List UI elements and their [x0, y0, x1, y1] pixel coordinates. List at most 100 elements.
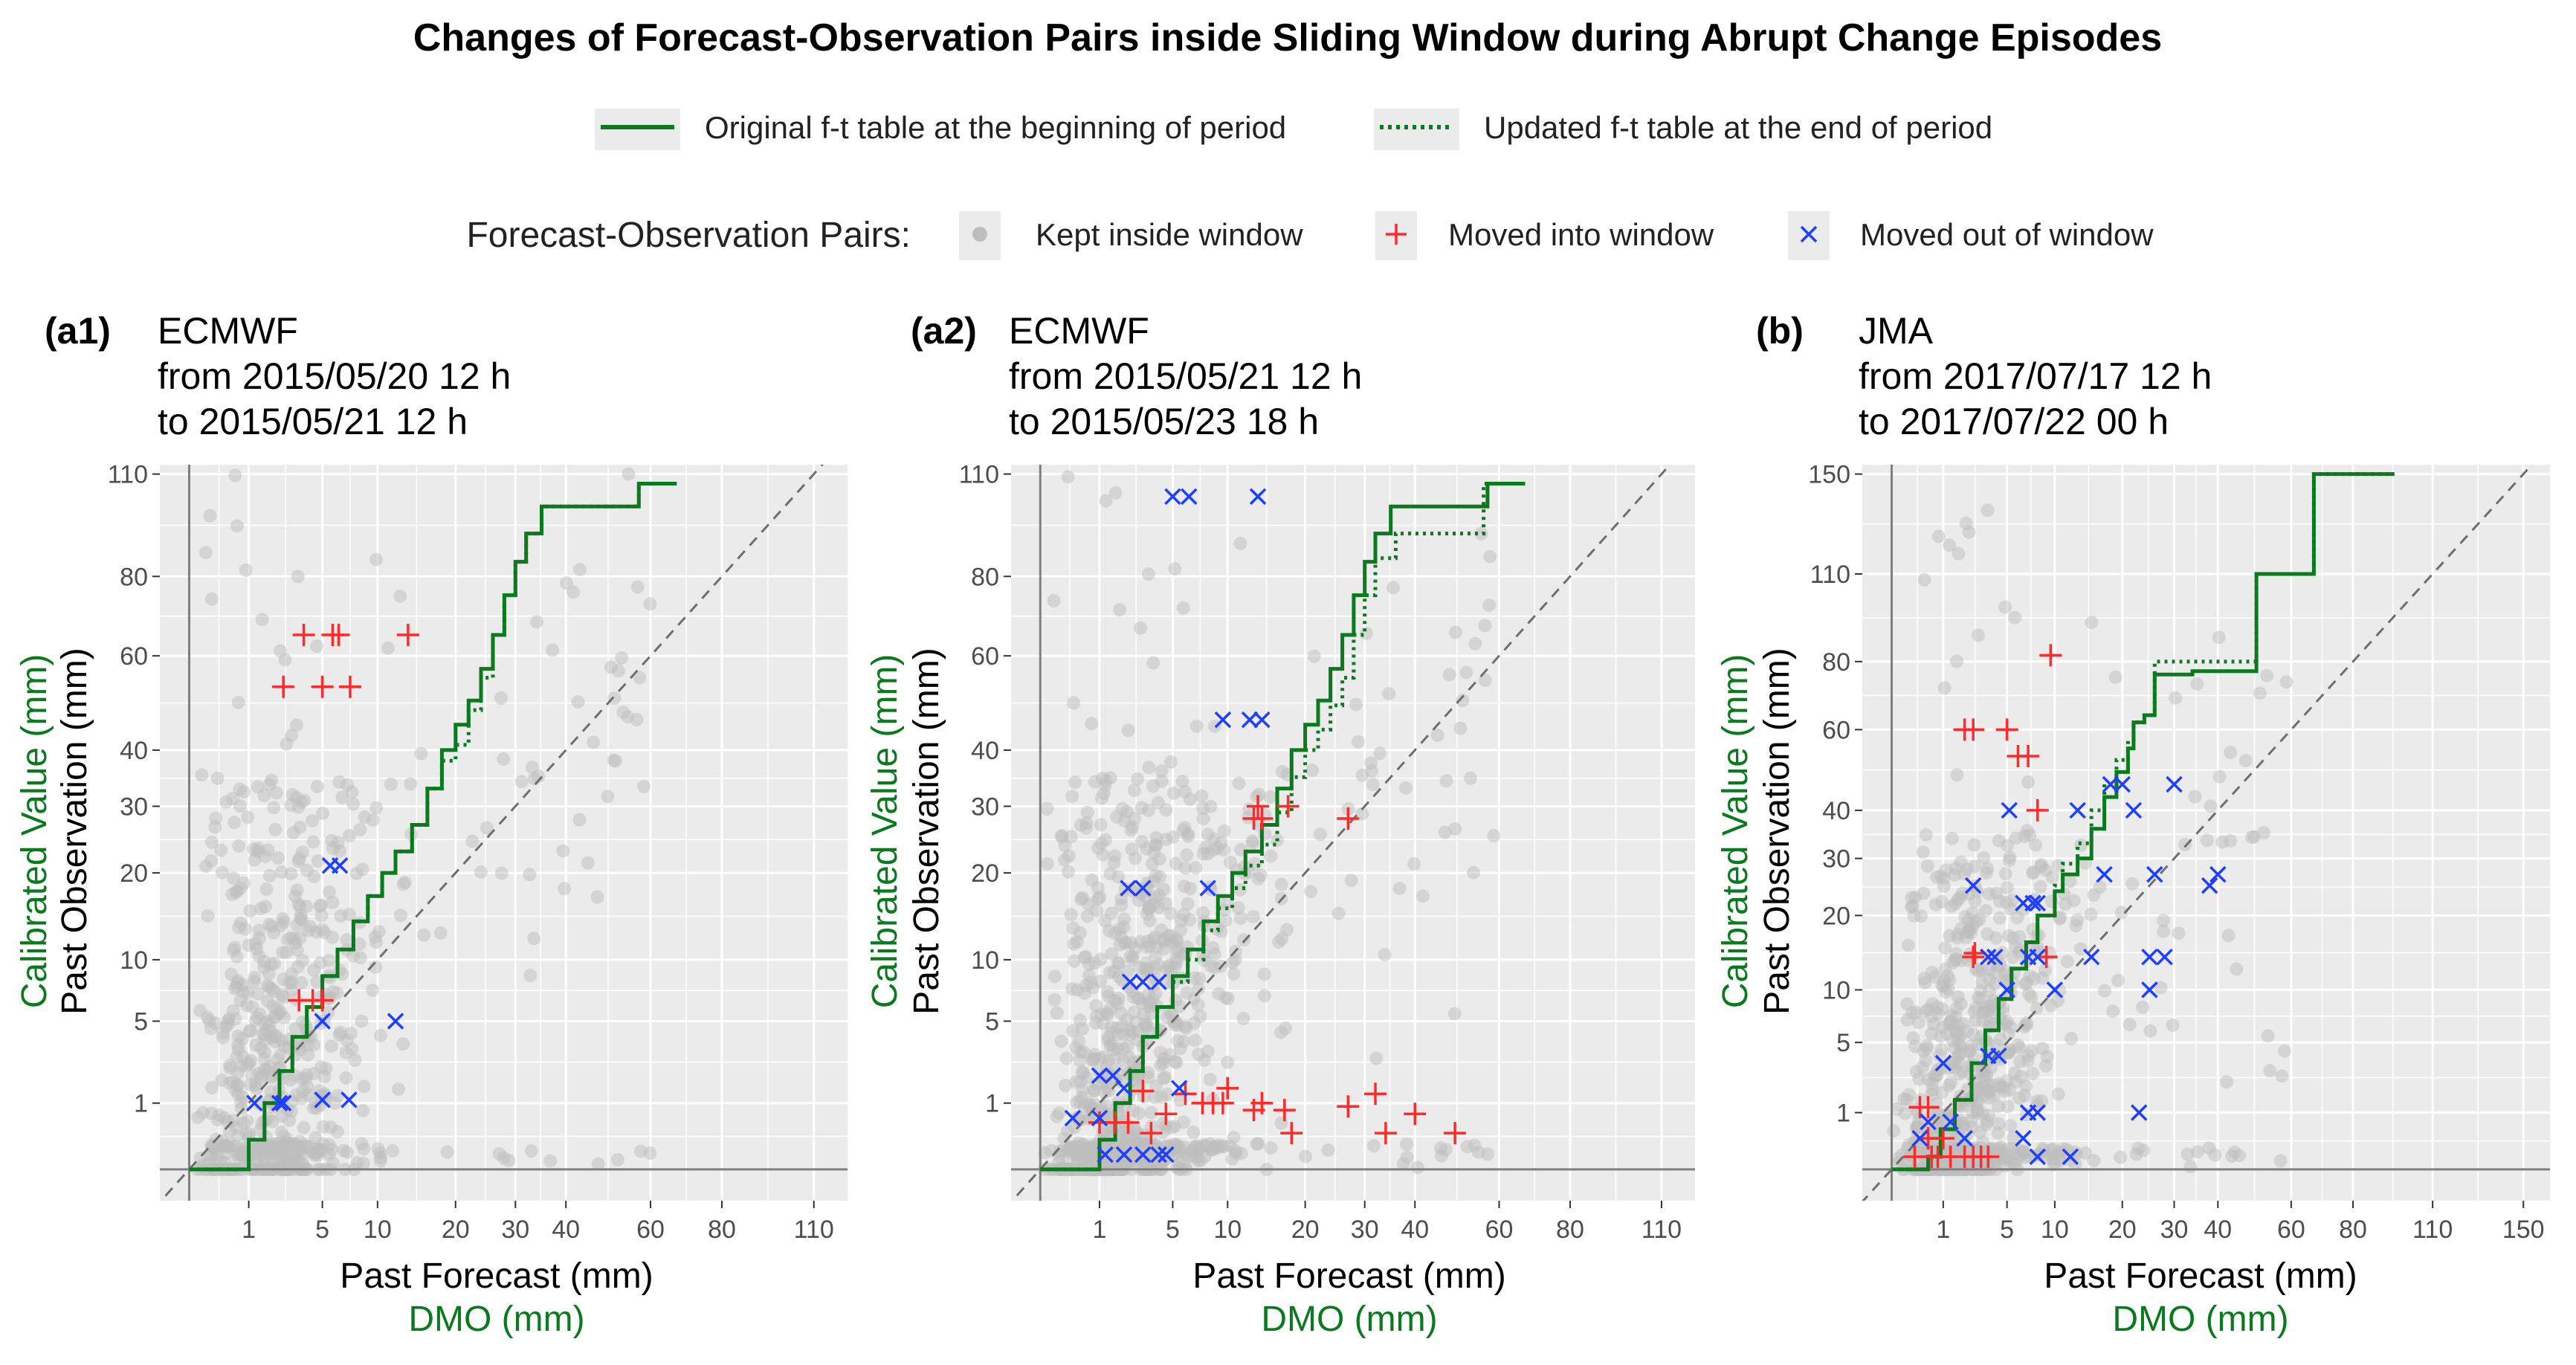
- kept-point: [1233, 537, 1247, 550]
- kept-point: [1088, 775, 1102, 789]
- kept-point: [227, 871, 240, 885]
- kept-point: [1916, 845, 1930, 859]
- kept-point: [353, 822, 367, 836]
- x-tick-label: 40: [552, 1216, 580, 1244]
- panel-a1-model: ECMWF: [158, 310, 298, 352]
- y-tick-label: 110: [108, 461, 148, 489]
- kept-point: [261, 994, 275, 1008]
- kept-point: [290, 718, 303, 732]
- kept-point: [1415, 889, 1430, 903]
- moved-out-point: [271, 1094, 288, 1111]
- moved-in-point: [292, 623, 315, 646]
- moved-in-point: [1276, 795, 1300, 818]
- kept-point: [215, 1073, 229, 1087]
- moved-in-point: [1917, 1096, 1940, 1119]
- kept-point: [2060, 955, 2074, 969]
- kept-point: [2033, 880, 2047, 894]
- moved-out-point: [2062, 1148, 2079, 1166]
- moved-out-point: [1964, 877, 1982, 894]
- kept-point: [1094, 836, 1108, 851]
- kept-point: [1972, 964, 1986, 978]
- moved-in-point: [1962, 718, 1985, 741]
- kept-point: [294, 976, 309, 990]
- kept-point: [268, 822, 283, 836]
- kept-point: [1224, 855, 1237, 869]
- kept-point: [311, 1148, 325, 1162]
- kept-point: [2129, 1147, 2143, 1161]
- kept-point: [1977, 851, 1991, 865]
- moved-out-point: [1134, 880, 1152, 897]
- kept-point: [2006, 1131, 2020, 1145]
- kept-point: [1236, 1012, 1250, 1025]
- kept-point: [1052, 1106, 1066, 1120]
- kept-point: [251, 1011, 265, 1025]
- moved-in-point: [1337, 1095, 1360, 1118]
- kept-point: [1117, 912, 1132, 926]
- kept-point: [1076, 891, 1089, 905]
- kept-point: [262, 868, 277, 882]
- kept-point: [228, 1083, 242, 1097]
- kept-point: [440, 1145, 454, 1159]
- kept-point: [1148, 951, 1162, 964]
- kept-point: [1459, 665, 1473, 680]
- kept-point: [321, 1005, 335, 1019]
- kept-point: [1173, 1093, 1187, 1107]
- moved-in-point: [2026, 798, 2049, 822]
- kept-point: [252, 923, 266, 938]
- kept-point: [532, 769, 546, 783]
- kept-point: [2030, 1094, 2044, 1109]
- kept-point: [1917, 886, 1931, 900]
- kept-point: [1132, 894, 1146, 907]
- kept-point: [290, 883, 304, 897]
- kept-point: [1940, 1027, 1954, 1041]
- kept-point: [326, 895, 340, 909]
- kept-point: [1168, 562, 1182, 576]
- kept-point: [556, 844, 570, 858]
- kept-point: [2034, 859, 2048, 874]
- kept-point: [248, 1078, 262, 1092]
- y-tick-label: 60: [1822, 716, 1850, 744]
- kept-point: [1119, 935, 1133, 949]
- kept-point: [1895, 1148, 1909, 1162]
- kept-point: [1191, 998, 1205, 1012]
- kept-point: [1227, 967, 1241, 981]
- kept-point: [1077, 986, 1091, 1000]
- kept-point: [1981, 503, 1995, 517]
- kept-point: [404, 777, 418, 791]
- kept-point: [1108, 486, 1123, 500]
- legend-points-title: Forecast-Observation Pairs:: [466, 216, 911, 255]
- kept-point: [1968, 1143, 1982, 1158]
- kept-point: [214, 843, 228, 857]
- kept-point: [1058, 853, 1072, 867]
- kept-point: [414, 746, 428, 761]
- kept-point: [1976, 1107, 1989, 1120]
- kept-point: [252, 949, 266, 964]
- kept-point: [306, 835, 320, 849]
- kept-point: [356, 1103, 370, 1117]
- kept-point: [1453, 721, 1468, 735]
- moved-out-point: [2029, 1148, 2046, 1166]
- kept-point: [261, 843, 275, 857]
- panel-a2-ylabel2: Calibrated Value (mm): [865, 654, 905, 1009]
- kept-point: [2183, 1160, 2198, 1174]
- moved-out-point: [1980, 948, 1997, 966]
- x-tick-label: 60: [1485, 1216, 1514, 1244]
- legend-label-updated: Updated f-t table at the end of period: [1484, 110, 1992, 145]
- x-tick-label: 80: [708, 1216, 736, 1244]
- kept-point: [280, 946, 294, 960]
- kept-point: [1198, 1149, 1212, 1164]
- kept-point: [2002, 853, 2016, 868]
- kept-point: [1900, 997, 1914, 1011]
- panel-b-xlabel2: DMO (mm): [2112, 1300, 2288, 1339]
- kept-point: [1155, 764, 1169, 778]
- kept-point: [1945, 1129, 1959, 1143]
- kept-point: [604, 660, 618, 674]
- ft-original-line: [189, 482, 677, 1172]
- kept-point: [1158, 1070, 1172, 1084]
- kept-point: [2256, 826, 2270, 839]
- kept-point: [474, 865, 488, 879]
- kept-point: [373, 1154, 387, 1168]
- kept-point: [228, 1012, 242, 1026]
- moved-out-point: [1115, 1146, 1133, 1164]
- kept-point: [1905, 900, 1919, 914]
